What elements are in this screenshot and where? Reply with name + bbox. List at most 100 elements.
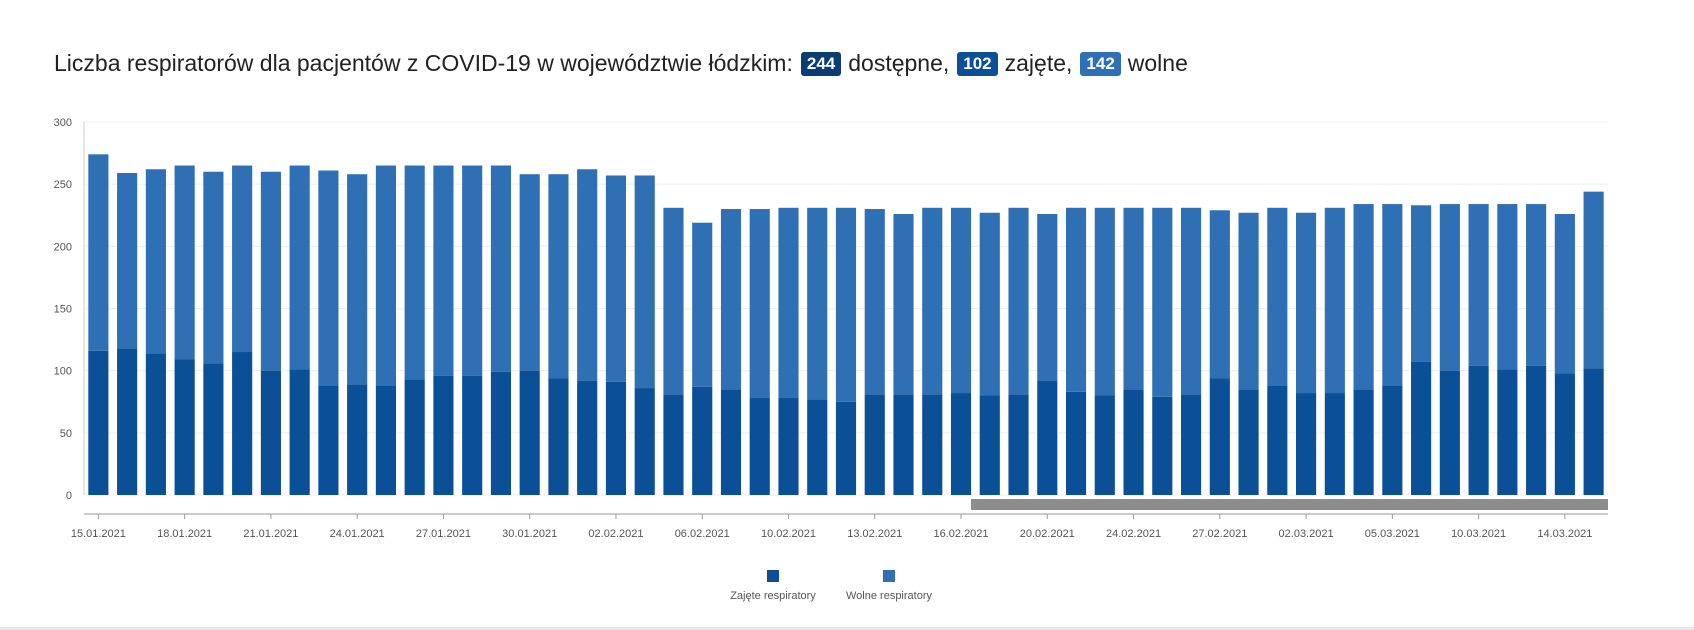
bar-free[interactable] [922, 207, 943, 395]
bar-free[interactable] [289, 165, 310, 370]
bar-free[interactable] [720, 209, 742, 390]
bar-occupied[interactable] [922, 394, 943, 495]
bar-occupied[interactable] [835, 401, 857, 495]
bar-occupied[interactable] [1583, 368, 1604, 495]
bar-occupied[interactable] [605, 381, 627, 495]
bar-free[interactable] [1468, 204, 1489, 366]
bar-free[interactable] [260, 171, 281, 371]
bar-occupied[interactable] [232, 352, 253, 495]
bar-occupied[interactable] [577, 380, 598, 495]
bar-free[interactable] [375, 165, 396, 386]
bar-occupied[interactable] [145, 353, 166, 495]
bar-free[interactable] [318, 170, 339, 386]
bar-occupied[interactable] [289, 369, 310, 495]
bar-occupied[interactable] [117, 348, 138, 495]
bar-free[interactable] [1296, 212, 1317, 394]
bar-occupied[interactable] [1238, 389, 1259, 495]
bar-occupied[interactable] [548, 378, 569, 495]
bar-free[interactable] [490, 165, 512, 372]
bar-free[interactable] [577, 169, 598, 381]
bar-free[interactable] [950, 207, 972, 394]
bar-free[interactable] [232, 165, 253, 353]
bar-occupied[interactable] [1037, 380, 1058, 495]
bar-occupied[interactable] [1353, 389, 1374, 495]
bar-free[interactable] [663, 207, 684, 395]
bar-free[interactable] [1209, 210, 1230, 379]
bar-occupied[interactable] [950, 393, 972, 495]
bar-free[interactable] [1324, 207, 1345, 394]
bar-occupied[interactable] [88, 350, 109, 495]
bar-free[interactable] [864, 209, 885, 395]
bar-occupied[interactable] [692, 386, 713, 495]
bar-free[interactable] [1267, 207, 1288, 386]
bar-free[interactable] [835, 207, 857, 402]
bar-free[interactable] [433, 165, 454, 376]
bar-free[interactable] [1583, 191, 1604, 369]
bar-occupied[interactable] [663, 394, 684, 495]
bar-free[interactable] [462, 165, 483, 376]
bar-occupied[interactable] [1468, 365, 1489, 495]
bar-free[interactable] [145, 169, 166, 354]
bar-occupied[interactable] [1267, 385, 1288, 495]
bar-occupied[interactable] [174, 359, 195, 495]
bars[interactable] [88, 154, 1604, 495]
bar-occupied[interactable] [1497, 369, 1518, 495]
bar-free[interactable] [1439, 204, 1460, 371]
bar-occupied[interactable] [1382, 385, 1403, 495]
bar-occupied[interactable] [1152, 396, 1173, 495]
bar-occupied[interactable] [1296, 393, 1317, 495]
bar-free[interactable] [1353, 204, 1374, 390]
bar-occupied[interactable] [318, 385, 339, 495]
bar-free[interactable] [1526, 204, 1547, 366]
bar-occupied[interactable] [1439, 370, 1460, 495]
bar-occupied[interactable] [1094, 395, 1115, 495]
bar-free[interactable] [807, 207, 828, 400]
bar-free[interactable] [1382, 204, 1403, 386]
bar-free[interactable] [1008, 207, 1029, 395]
bar-free[interactable] [88, 154, 109, 351]
bar-free[interactable] [347, 174, 368, 385]
bar-occupied[interactable] [347, 384, 368, 495]
bar-free[interactable] [203, 171, 224, 364]
bar-free[interactable] [1411, 205, 1432, 362]
bar-occupied[interactable] [1526, 365, 1547, 495]
bar-occupied[interactable] [260, 370, 281, 495]
bar-occupied[interactable] [462, 375, 483, 495]
bar-free[interactable] [117, 172, 138, 349]
bar-free[interactable] [1238, 212, 1259, 390]
bar-free[interactable] [605, 175, 627, 382]
bar-occupied[interactable] [979, 395, 1000, 495]
bar-occupied[interactable] [1008, 394, 1029, 495]
bar-occupied[interactable] [778, 398, 799, 495]
bar-free[interactable] [174, 165, 195, 360]
bar-free[interactable] [893, 214, 914, 395]
bar-occupied[interactable] [375, 385, 396, 495]
bar-occupied[interactable] [893, 394, 914, 495]
bar-occupied[interactable] [404, 379, 425, 495]
bar-occupied[interactable] [490, 371, 512, 495]
bar-occupied[interactable] [433, 375, 454, 495]
bar-free[interactable] [1554, 214, 1575, 374]
scrollbar-thumb[interactable] [970, 499, 1608, 510]
bar-free[interactable] [519, 174, 540, 371]
bar-free[interactable] [1065, 207, 1087, 392]
bar-occupied[interactable] [807, 399, 828, 495]
bar-free[interactable] [1094, 207, 1115, 396]
bar-free[interactable] [749, 209, 770, 399]
bar-free[interactable] [1180, 207, 1202, 395]
bar-free[interactable] [548, 174, 569, 379]
bar-free[interactable] [404, 165, 425, 380]
bar-occupied[interactable] [519, 370, 540, 495]
bar-occupied[interactable] [203, 363, 224, 495]
bar-free[interactable] [692, 222, 713, 387]
bar-free[interactable] [979, 212, 1000, 396]
bar-occupied[interactable] [1324, 393, 1345, 495]
zoom-scrollbar[interactable] [970, 499, 1608, 510]
bar-free[interactable] [634, 175, 655, 389]
bar-occupied[interactable] [720, 389, 742, 495]
bar-free[interactable] [1497, 204, 1518, 370]
bar-occupied[interactable] [1554, 373, 1575, 495]
bar-occupied[interactable] [749, 398, 770, 495]
bar-free[interactable] [778, 207, 799, 399]
bar-free[interactable] [1152, 207, 1173, 397]
